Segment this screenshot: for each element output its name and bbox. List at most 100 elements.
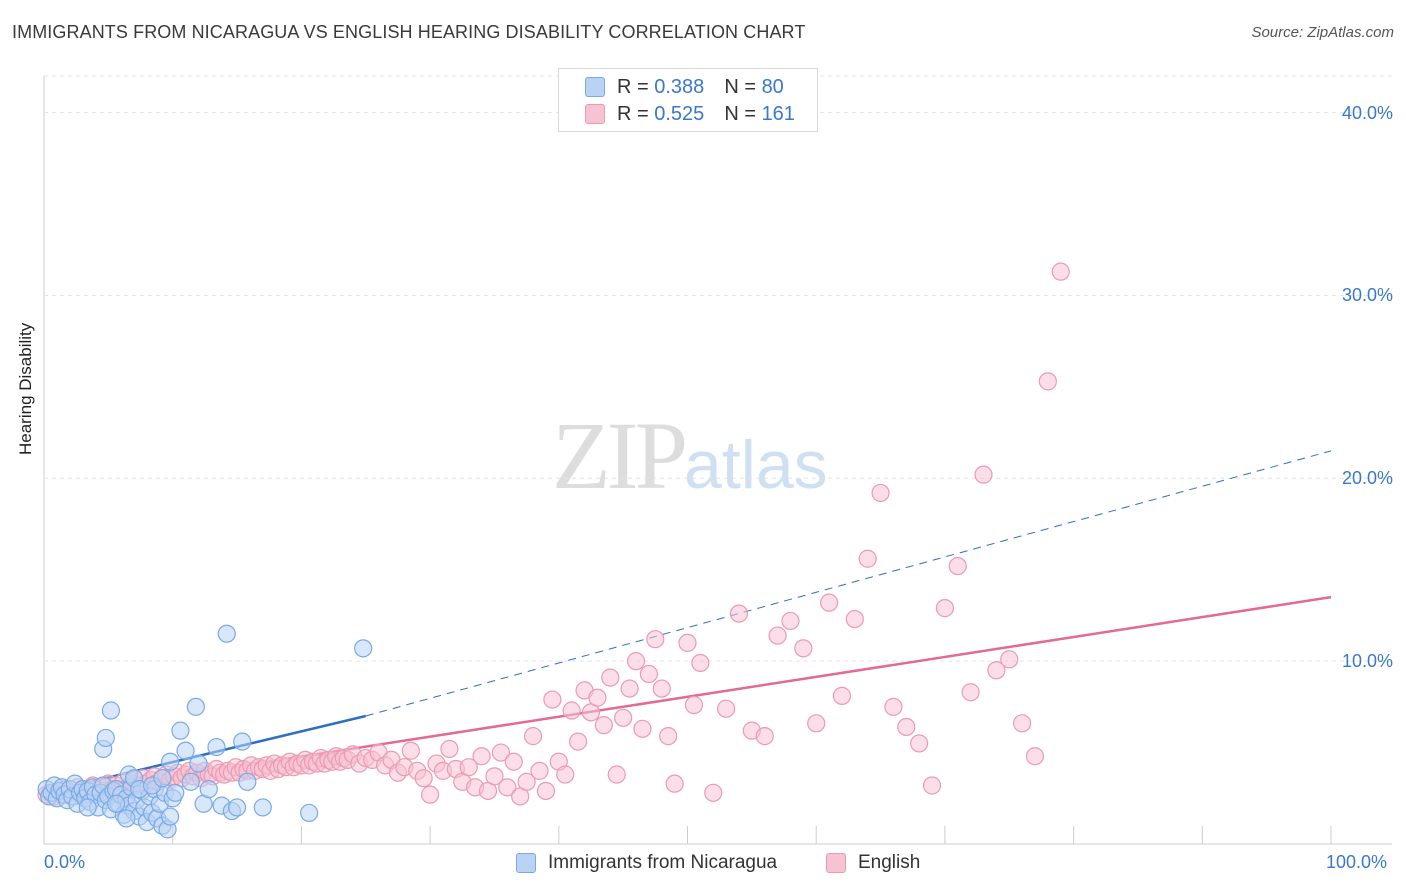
point-nicaragua: [96, 728, 115, 748]
legend-n-value: 80: [761, 75, 784, 98]
point-english: [421, 785, 440, 804]
point-nicaragua: [181, 772, 200, 791]
point-nicaragua: [253, 798, 272, 817]
point-english: [472, 747, 491, 766]
legend-r-value: 0.525: [654, 102, 705, 125]
point-english: [620, 679, 639, 698]
point-english: [755, 727, 774, 746]
point-english: [562, 701, 581, 720]
point-english: [845, 609, 864, 629]
point-nicaragua: [189, 754, 208, 773]
y-tick-label: 30.0%: [1341, 285, 1393, 306]
point-english: [659, 727, 678, 746]
point-english: [1013, 714, 1032, 733]
point-english: [1051, 262, 1070, 281]
legend-n-label: N =: [724, 75, 756, 98]
point-english: [768, 626, 787, 645]
point-english: [832, 686, 852, 705]
point-nicaragua: [199, 780, 218, 799]
point-nicaragua: [161, 807, 180, 826]
bottom-legend-swatch-pink: [826, 853, 846, 873]
point-nicaragua: [217, 624, 236, 643]
legend-r-value: 0.388: [654, 75, 705, 98]
point-english: [607, 765, 626, 784]
point-english: [858, 549, 877, 568]
point-english: [974, 465, 993, 484]
point-english: [569, 732, 588, 751]
point-english: [504, 752, 523, 771]
x-tick-label-min: 0.0%: [44, 852, 86, 872]
legend-row-nicaragua: R = 0.388 N = 80: [585, 75, 784, 99]
legend-r-label: R =: [617, 102, 649, 125]
point-nicaragua: [176, 741, 195, 760]
point-english: [517, 772, 536, 791]
point-english: [594, 716, 613, 735]
point-english: [691, 653, 710, 673]
point-english: [794, 639, 813, 658]
watermark-atlas: atlas: [684, 427, 828, 503]
point-english: [588, 688, 607, 707]
point-english: [498, 778, 517, 797]
point-english: [807, 714, 826, 733]
point-nicaragua: [117, 809, 136, 828]
point-nicaragua: [161, 752, 180, 771]
point-nicaragua: [186, 697, 205, 716]
point-english: [704, 783, 723, 802]
bottom-legend-english: English: [826, 852, 920, 874]
source-label: Source: ZipAtlas.com: [1251, 24, 1394, 41]
point-nicaragua: [171, 721, 190, 740]
y-tick-label: 40.0%: [1341, 102, 1393, 123]
point-english: [922, 776, 942, 795]
bottom-legend-swatch-blue: [516, 853, 536, 873]
point-nicaragua: [238, 772, 257, 791]
point-english: [601, 668, 620, 687]
point-english: [684, 695, 704, 715]
point-english: [884, 697, 903, 716]
point-english: [961, 683, 980, 702]
point-nicaragua: [78, 798, 97, 817]
bottom-legend-nicaragua: Immigrants from Nicaragua: [516, 852, 777, 874]
point-english: [414, 769, 433, 788]
legend-r-label: R =: [617, 75, 649, 98]
point-english: [1038, 372, 1057, 391]
point-english: [639, 664, 658, 684]
point-english: [729, 604, 749, 623]
point-english: [1025, 747, 1045, 766]
watermark-zip: ZIP: [552, 402, 688, 509]
point-english: [871, 483, 890, 503]
point-nicaragua: [227, 798, 247, 817]
point-english: [665, 774, 684, 793]
point-english: [633, 719, 652, 738]
point-nicaragua: [106, 794, 126, 813]
bottom-legend-label-english: English: [858, 852, 921, 873]
point-english: [910, 734, 929, 753]
point-english: [652, 679, 671, 698]
point-english: [897, 717, 916, 737]
legend-row-english: R = 0.525 N = 161: [585, 102, 795, 126]
point-english: [401, 741, 420, 760]
x-tick-label-max: 100.0%: [1326, 852, 1388, 872]
zipatlas-watermark: ZIPatlas: [552, 400, 828, 511]
y-tick-label: 10.0%: [1341, 651, 1393, 672]
legend-swatch-blue: [585, 77, 605, 97]
point-nicaragua: [101, 701, 121, 720]
point-english: [626, 652, 646, 671]
point-english: [491, 743, 510, 762]
point-nicaragua: [207, 737, 226, 757]
trend-line-nicaragua-dashed: [365, 450, 1332, 717]
point-english: [530, 761, 549, 780]
bottom-legend-label-nicaragua: Immigrants from Nicaragua: [548, 852, 778, 873]
legend-swatch-pink: [585, 104, 605, 124]
point-english: [556, 765, 575, 784]
y-tick-label: 20.0%: [1341, 468, 1393, 489]
point-nicaragua: [354, 639, 373, 658]
chart-title: IMMIGRANTS FROM NICARAGUA VS ENGLISH HEA…: [12, 22, 806, 42]
point-english: [678, 633, 697, 652]
point-english: [987, 661, 1006, 680]
x-axis-ticks: [43, 826, 1332, 844]
point-english: [440, 739, 459, 759]
point-nicaragua: [166, 783, 185, 802]
point-english: [819, 593, 839, 612]
point-english: [614, 708, 633, 727]
